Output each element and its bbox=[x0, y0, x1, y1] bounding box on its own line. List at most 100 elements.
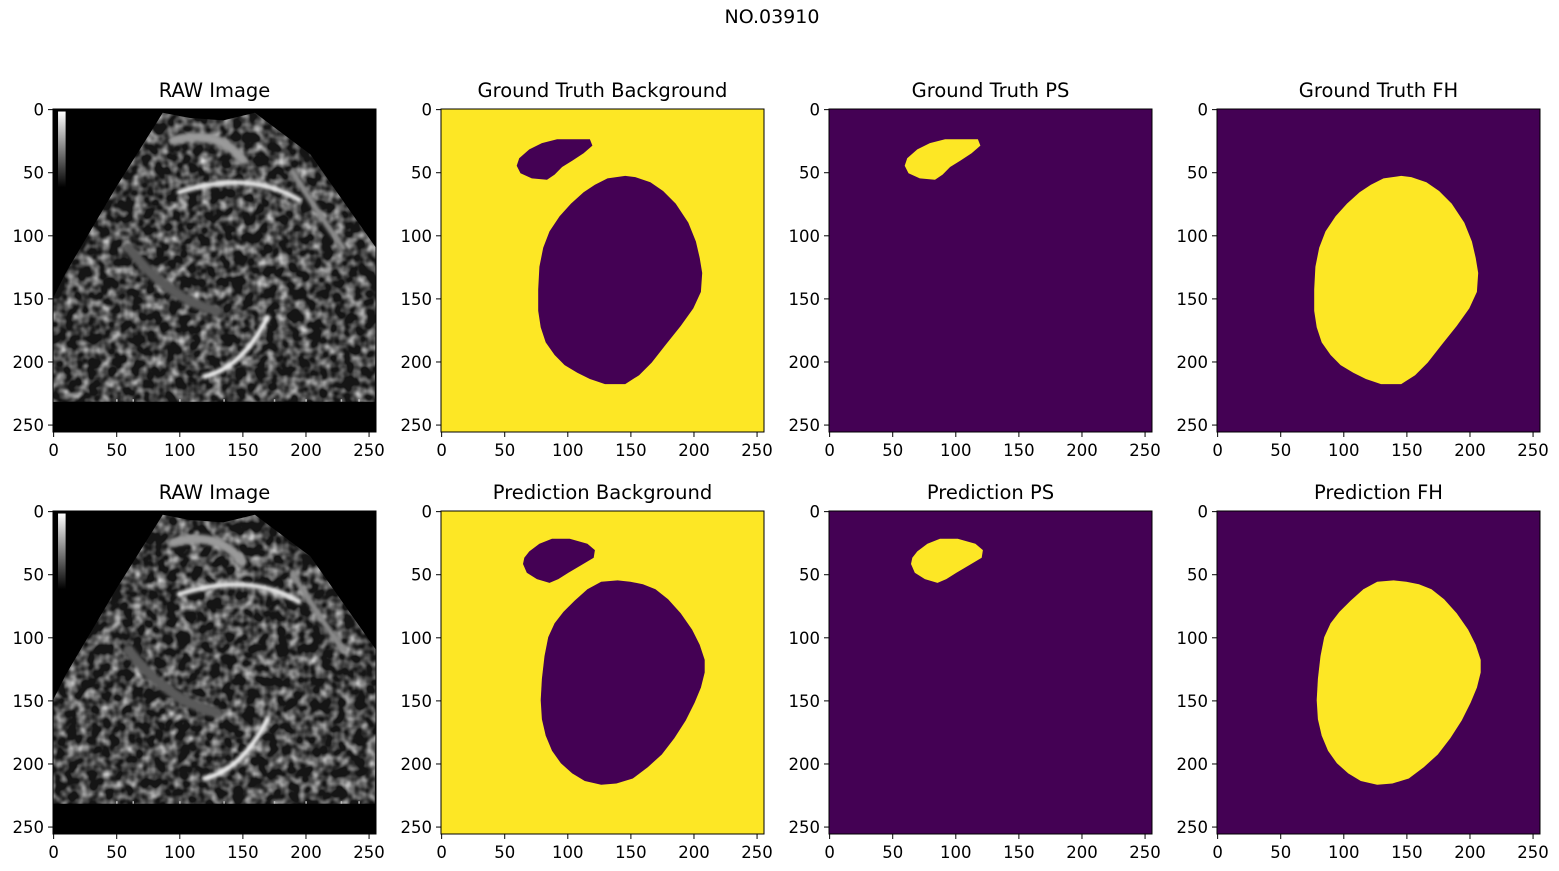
y-tick-label: 250 bbox=[1177, 416, 1209, 435]
panel-title: Ground Truth FH bbox=[1299, 79, 1458, 102]
x-tick-label: 150 bbox=[615, 441, 647, 460]
y-tick-label: 100 bbox=[401, 227, 433, 246]
mask-background bbox=[829, 511, 1152, 834]
x-tick-label: 0 bbox=[436, 441, 447, 460]
x-tick-label: 0 bbox=[48, 843, 59, 862]
y-tick-label: 100 bbox=[401, 629, 433, 648]
mask-image bbox=[1217, 109, 1540, 432]
axes-frame bbox=[1216, 510, 1541, 835]
y-tick-label: 150 bbox=[13, 692, 45, 711]
gt-fh-region bbox=[1314, 175, 1479, 385]
panel-prediction-fh: Prediction FH0 50 100 150 200 250050100150200… bbox=[1177, 481, 1549, 862]
y-tick-label: 50 bbox=[799, 566, 820, 585]
x-tick-label: 100 bbox=[164, 843, 196, 862]
mask-image bbox=[829, 511, 1152, 834]
y-tick-label: 250 bbox=[401, 818, 433, 837]
x-tick-label: 0 bbox=[1212, 843, 1223, 862]
figure-title: NO.03910 bbox=[725, 6, 820, 28]
y-tick-label: 200 bbox=[789, 755, 821, 774]
depth-marker bbox=[132, 801, 134, 804]
panel-title: Ground Truth Background bbox=[478, 79, 728, 102]
y-tick-label: 150 bbox=[1177, 692, 1209, 711]
depth-marker bbox=[273, 399, 276, 402]
y-tick-label: 50 bbox=[799, 164, 820, 183]
y-tick-label: 100 bbox=[789, 629, 821, 648]
gt-ps-region bbox=[904, 139, 981, 180]
panel-title: Prediction FH bbox=[1314, 481, 1443, 504]
depth-marker bbox=[223, 801, 225, 804]
echo-structures bbox=[123, 132, 347, 379]
side-tissue bbox=[289, 571, 347, 653]
y-tick-label: 250 bbox=[13, 818, 45, 837]
y-tick-label: 200 bbox=[401, 755, 433, 774]
grayscale-bar bbox=[58, 111, 66, 188]
raw-image bbox=[53, 511, 376, 834]
mid-tissue bbox=[123, 242, 223, 316]
panel-ground-truth-ps: Ground Truth PS0 50 100 150 200 2500501001502… bbox=[789, 79, 1161, 460]
panel-title: Ground Truth PS bbox=[912, 79, 1070, 102]
depth-marker bbox=[340, 801, 343, 804]
x-tick-label: 50 bbox=[494, 441, 515, 460]
y-tick-label: 0 bbox=[810, 503, 821, 522]
x-tick-label: 150 bbox=[1391, 441, 1423, 460]
x-tick-label: 50 bbox=[1270, 441, 1291, 460]
x-tick-label: 0 bbox=[824, 843, 835, 862]
x-tick-label: 50 bbox=[882, 843, 903, 862]
mask-background bbox=[829, 109, 1152, 432]
y-tick-label: 250 bbox=[789, 416, 821, 435]
x-tick-label: 250 bbox=[1517, 843, 1549, 862]
y-tick-label: 0 bbox=[34, 101, 45, 120]
mid-tissue bbox=[123, 644, 223, 718]
depth-marker bbox=[223, 399, 225, 402]
y-tick-label: 0 bbox=[810, 101, 821, 120]
x-tick-label: 250 bbox=[741, 843, 773, 862]
x-tick-label: 50 bbox=[1270, 843, 1291, 862]
y-tick-label: 0 bbox=[34, 503, 45, 522]
y-tick-label: 150 bbox=[789, 692, 821, 711]
y-tick-label: 50 bbox=[411, 566, 432, 585]
x-tick-label: 100 bbox=[164, 441, 196, 460]
x-tick-label: 0 bbox=[436, 843, 447, 862]
x-tick-label: 250 bbox=[1129, 441, 1161, 460]
depth-marker bbox=[305, 801, 307, 804]
panel-ground-truth-fh: Ground Truth FH0 50 100 150 200 2500501001502… bbox=[1177, 79, 1549, 460]
pred-ps-region bbox=[911, 538, 983, 583]
x-tick-label: 100 bbox=[552, 441, 584, 460]
x-tick-label: 50 bbox=[106, 843, 127, 862]
x-tick-label: 150 bbox=[227, 843, 259, 862]
y-tick-label: 250 bbox=[1177, 818, 1209, 837]
y-tick-label: 50 bbox=[23, 566, 44, 585]
depth-marker bbox=[179, 399, 181, 402]
panel-title: Prediction PS bbox=[927, 481, 1054, 504]
y-tick-label: 200 bbox=[13, 353, 45, 372]
panel-prediction-ps: Prediction PS0 50 100 150 200 250050100150200… bbox=[789, 481, 1161, 862]
x-tick-label: 100 bbox=[1328, 843, 1360, 862]
x-tick-label: 200 bbox=[1454, 843, 1486, 862]
mask-image bbox=[1217, 511, 1540, 834]
raw-image bbox=[53, 109, 376, 432]
y-tick-label: 150 bbox=[789, 290, 821, 309]
depth-marker bbox=[340, 399, 343, 402]
depth-marker bbox=[273, 801, 276, 804]
axes-frame bbox=[1216, 108, 1541, 433]
x-tick-label: 150 bbox=[1391, 843, 1423, 862]
y-tick-label: 150 bbox=[401, 692, 433, 711]
pred-ps-region bbox=[523, 538, 595, 583]
y-tick-label: 250 bbox=[401, 416, 433, 435]
x-tick-label: 200 bbox=[1066, 441, 1098, 460]
pred-fh-region bbox=[1316, 580, 1481, 785]
depth-marker bbox=[116, 801, 118, 804]
x-tick-label: 100 bbox=[940, 843, 972, 862]
x-tick-label: 50 bbox=[882, 441, 903, 460]
x-tick-label: 250 bbox=[741, 441, 773, 460]
y-tick-label: 100 bbox=[13, 227, 45, 246]
axes-frame bbox=[440, 510, 765, 835]
x-tick-label: 100 bbox=[1328, 441, 1360, 460]
lower-echo bbox=[201, 314, 270, 379]
x-tick-label: 50 bbox=[494, 843, 515, 862]
gt-fh-region bbox=[538, 175, 703, 385]
